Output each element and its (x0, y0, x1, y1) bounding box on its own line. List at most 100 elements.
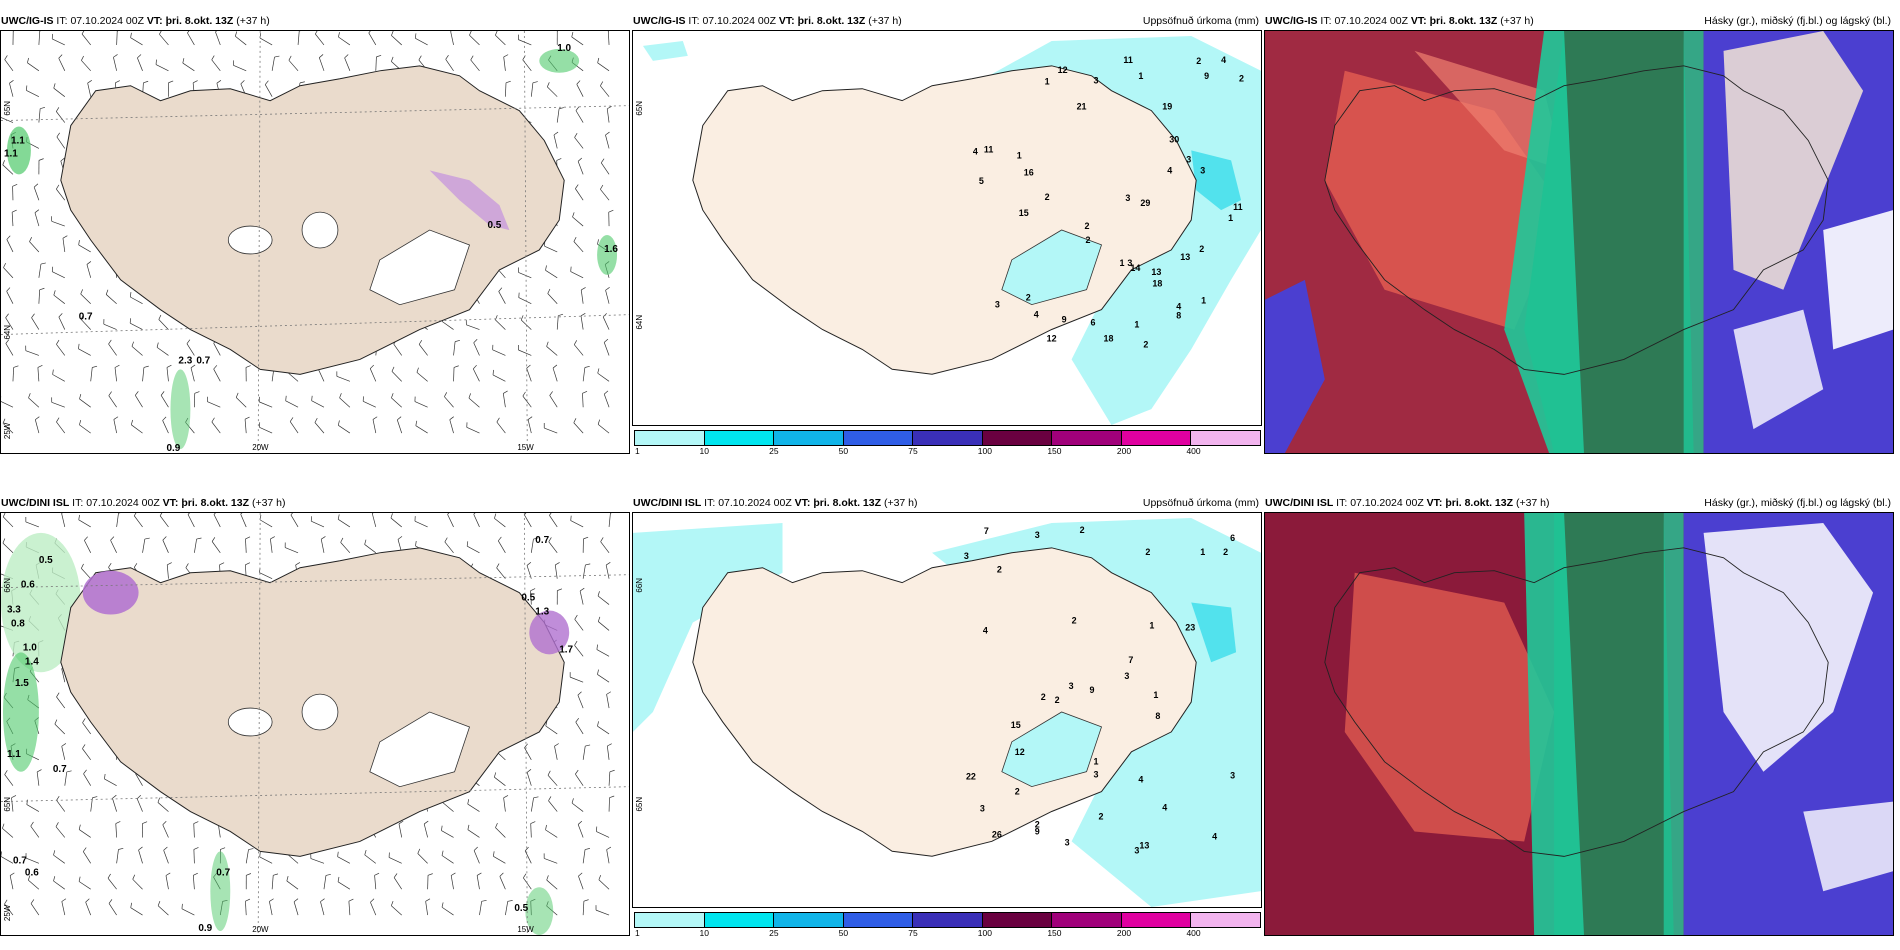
wind-barb (271, 57, 275, 71)
wind-barb-feather (339, 393, 342, 398)
wind-barb-feather (1, 851, 2, 857)
wind-barb-feather (78, 343, 80, 349)
wind-barb (108, 395, 117, 408)
map-accumulated-precip[interactable]: 2 1 2 1 3 1 1 2 2 4 3 4 2 3 4 2 5 9 13 3 4 14 12 8 29 30 15 16 18 21 1… (632, 30, 1262, 426)
wind-barb (518, 272, 532, 279)
precip-value-label: 9 (1035, 826, 1040, 836)
map-wind-precip[interactable]: 0.7 0.5 0.6 3.3 0.8 1.0 1.4 1.5 1.1 0.7 … (0, 512, 630, 936)
svg-text:15W: 15W (517, 925, 534, 934)
wind-barb-feather (597, 721, 599, 727)
svg-text:0.7: 0.7 (53, 764, 67, 775)
map-accumulated-precip[interactable]: 3 3 2 4 3 2 2 4 2 2 1 2 3 3 2 3 4 9 2 3 4 6 7 26 23 15 22 12 7 8 9 13 1 2… (632, 512, 1262, 908)
panel-header: UWC/IG-IS IT: 07.10.2024 00Z VT: þri. 8.… (633, 15, 1259, 27)
svg-text:0.8: 0.8 (11, 618, 25, 629)
wind-barb-feather (466, 541, 469, 547)
wind-barb-feather (82, 744, 86, 749)
wind-barb (530, 823, 532, 838)
wind-barb-feather (470, 55, 474, 61)
map-wind-precip[interactable]: 1.0 1.1 1.1 0.7 2.3 0.7 0.9 0.5 1.6 65N … (0, 30, 630, 454)
wind-barb (552, 367, 558, 382)
wind-barb (6, 239, 14, 253)
wind-barb-feather (348, 898, 354, 902)
wind-barb (162, 824, 169, 838)
precip-value-label: 1 (1200, 547, 1205, 557)
wind-barb (51, 220, 65, 227)
wind-barb (502, 393, 506, 408)
wind-barb (573, 241, 584, 253)
wind-barb-feather (53, 290, 56, 296)
panel-igis-wind: UWC/IG-IS IT: 07.10.2024 00Z VT: þri. 8.… (0, 8, 630, 454)
precip-value-label: 3 (980, 803, 985, 813)
wind-barb-feather (30, 899, 35, 904)
wind-barb (576, 84, 584, 97)
wind-barb (36, 771, 40, 786)
wind-barb-feather (6, 287, 11, 292)
wind-barb-feather (2, 418, 6, 424)
wind-barb (163, 850, 169, 864)
wind-barb (524, 850, 532, 864)
wind-barb (211, 59, 221, 72)
wind-barb (80, 293, 91, 304)
wind-barb (570, 520, 584, 528)
map-cloud-cover[interactable] (1264, 30, 1894, 454)
wind-barb (372, 419, 377, 434)
precip-value-label: 3 (964, 551, 969, 561)
colorbar-tick-label: 50 (838, 446, 849, 456)
wind-barb-feather (530, 821, 536, 824)
svg-text:0.7: 0.7 (196, 355, 210, 366)
wind-barb (51, 402, 65, 408)
wind-barb (575, 188, 584, 201)
wind-barb (81, 60, 91, 72)
wind-barb (38, 289, 41, 304)
wind-barb-feather (211, 417, 215, 423)
wind-barb (391, 905, 402, 916)
colorbar-swatch (634, 430, 705, 446)
precip-value-label: 1 (1017, 150, 1022, 160)
wind-barb (288, 60, 299, 72)
wind-barb (142, 539, 146, 553)
wind-barb-feather (293, 898, 299, 903)
svg-text:25W: 25W (3, 422, 12, 439)
wind-barb (166, 564, 169, 579)
svg-text:0.7: 0.7 (535, 535, 549, 546)
wind-barb (574, 344, 584, 356)
wind-barb-feather (56, 795, 60, 801)
wind-barb (64, 771, 68, 786)
wind-barb (112, 798, 117, 812)
precip-value-label: 4 (1176, 302, 1181, 312)
wind-barb-feather (245, 898, 251, 902)
wind-barb-feather (2, 160, 5, 165)
map-cloud-cover[interactable] (1264, 512, 1894, 936)
wind-barb-feather (245, 536, 251, 540)
wind-barb-feather (133, 563, 138, 568)
wind-barb-feather (159, 513, 163, 516)
wind-barb (497, 540, 506, 553)
wind-barb-feather (581, 287, 586, 291)
wind-barb (285, 547, 299, 554)
wind-barb (289, 421, 299, 434)
wind-barb (82, 851, 92, 864)
wind-barb (2, 423, 14, 434)
wind-barb-feather (143, 80, 149, 84)
wind-barb-feather (370, 898, 375, 903)
precip-value-label: 3 (1230, 771, 1235, 781)
wind-barb (524, 747, 532, 761)
wind-barb (364, 854, 377, 864)
wind-barb-feather (315, 31, 318, 35)
wind-barb-feather (240, 513, 243, 515)
wind-barb (582, 393, 584, 408)
wind-barb (398, 823, 403, 838)
wind-barb (80, 319, 91, 330)
wind-barb-feather (494, 513, 497, 519)
wind-barb-feather (78, 514, 80, 520)
colorbar-swatch (981, 912, 1053, 928)
wind-barb-feather (337, 514, 340, 520)
wind-barb-feather (533, 537, 539, 540)
wind-barb-feather (314, 417, 318, 423)
wind-barb-feather (215, 31, 217, 33)
wind-barb (130, 37, 143, 46)
colorbar-tick-label: 1 (635, 928, 640, 938)
wind-barb (4, 903, 14, 916)
wind-barb (369, 368, 377, 382)
wind-barb-feather (244, 416, 250, 420)
